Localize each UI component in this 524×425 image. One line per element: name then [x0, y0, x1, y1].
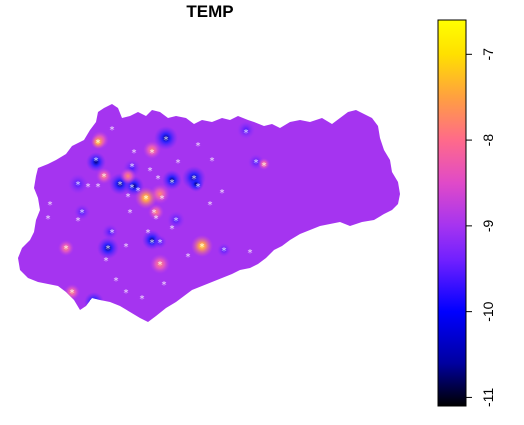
legend-tick-label: -8 [480, 134, 496, 147]
hot-spot [135, 187, 157, 209]
station-marker: * [70, 288, 75, 299]
temperature-field [58, 121, 270, 312]
station-marker: * [174, 216, 179, 227]
station-marker: * [144, 194, 149, 205]
station-marker: * [176, 158, 181, 169]
station-markers: ********** * * ***** * * * ** ***** *** *** ***** * *… [46, 125, 267, 309]
station-marker: * [76, 180, 81, 191]
legend-ticks: -7 -8 -9 -10 -11 [466, 48, 496, 407]
station-marker: * [170, 224, 175, 235]
station-marker: * [104, 256, 109, 267]
station-marker: * [124, 288, 129, 299]
station-marker: * [208, 200, 213, 211]
warm-spot [120, 168, 136, 184]
cold-spot [237, 121, 255, 139]
station-marker: * [262, 161, 267, 172]
station-marker: * [118, 180, 123, 191]
hot-spot [91, 135, 105, 149]
cold-spot [167, 211, 185, 229]
warm-spot [258, 158, 270, 170]
cold-spot [97, 237, 119, 259]
cold-spot [217, 243, 231, 257]
station-marker: * [124, 242, 129, 253]
station-marker: * [110, 125, 115, 136]
station-marker: * [222, 246, 227, 257]
station-marker: * [156, 174, 161, 185]
station-marker: * [126, 192, 131, 203]
cold-spot [162, 170, 182, 190]
station-marker: * [130, 162, 135, 173]
hot-spot [191, 235, 213, 257]
station-marker: * [136, 186, 141, 197]
station-marker: * [94, 156, 99, 167]
warm-spot [150, 254, 170, 274]
cold-spot [153, 235, 167, 249]
station-marker: * [248, 248, 253, 259]
station-marker: * [244, 128, 249, 139]
station-marker: * [254, 158, 259, 169]
warm-spot [96, 168, 112, 184]
station-marker: * [128, 208, 133, 219]
legend-tick-label: -9 [480, 219, 496, 232]
station-marker: * [200, 242, 205, 253]
station-marker: * [76, 216, 81, 227]
station-marker: * [170, 178, 175, 189]
station-marker: * [90, 298, 95, 309]
cold-spot [74, 204, 90, 220]
legend-tick-label: -10 [480, 301, 496, 321]
cold-spot [86, 152, 106, 172]
station-marker: * [114, 276, 119, 287]
warm-spot [148, 204, 164, 220]
station-marker: * [86, 182, 91, 193]
station-marker: * [164, 135, 169, 146]
station-marker: * [160, 194, 165, 205]
station-marker: * [192, 174, 197, 185]
cold-spot [154, 126, 178, 150]
station-marker: * [96, 182, 101, 193]
legend-color-bar [437, 19, 467, 407]
station-marker: * [158, 238, 163, 249]
warm-spot [143, 141, 161, 159]
cold-spot [68, 174, 88, 194]
station-marker: * [94, 298, 99, 309]
station-marker: * [152, 208, 157, 219]
station-marker: * [158, 260, 163, 271]
station-marker: * [130, 183, 135, 194]
station-marker: * [110, 228, 115, 239]
map-title: TEMP [186, 2, 234, 21]
station-marker: * [150, 148, 155, 159]
station-marker: * [162, 280, 167, 291]
station-marker: * [102, 172, 107, 183]
station-marker: * [96, 138, 101, 149]
station-marker: * [132, 148, 137, 159]
legend-tick-label: -7 [480, 48, 496, 61]
station-marker: * [154, 214, 159, 225]
cold-spot [188, 176, 204, 192]
legend-tick-label: -11 [480, 388, 496, 407]
station-marker: * [196, 182, 201, 193]
station-marker: * [64, 244, 69, 255]
station-marker: * [186, 252, 191, 263]
station-marker: * [80, 208, 85, 219]
station-marker: * [220, 188, 225, 199]
station-marker: * [146, 228, 151, 239]
warm-spot [58, 240, 74, 256]
region-shape [18, 104, 400, 322]
station-marker: * [106, 244, 111, 255]
station-marker: * [196, 141, 201, 152]
cold-spot [102, 224, 118, 240]
station-marker: * [46, 214, 51, 225]
station-marker: * [148, 166, 153, 177]
station-marker: * [48, 200, 53, 211]
station-marker: * [150, 238, 155, 249]
station-marker: * [140, 294, 145, 305]
station-marker: * [210, 156, 215, 167]
